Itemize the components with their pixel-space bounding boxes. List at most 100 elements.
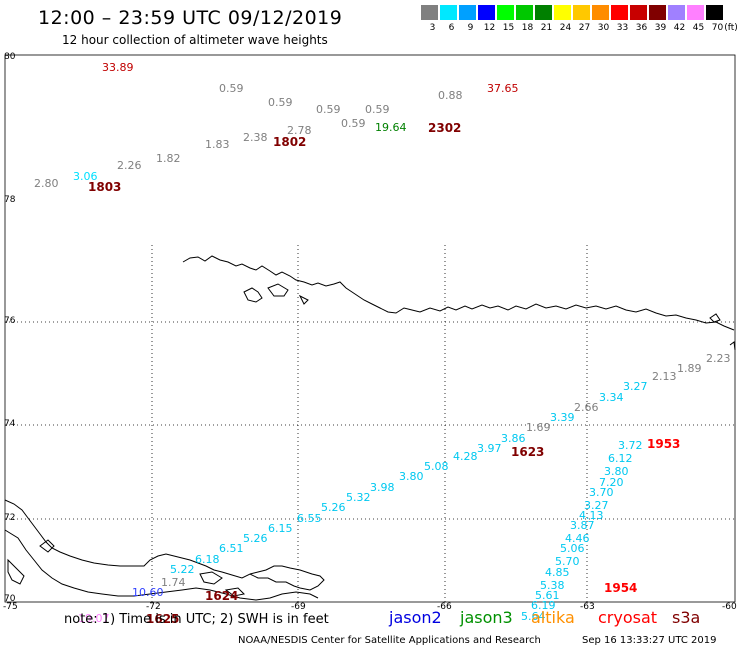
scale-label: 18 [521, 23, 534, 33]
scale-label: 12 [483, 23, 496, 33]
wave-height-value: 19.64 [375, 121, 407, 134]
footer-note: note: 1) Time is in UTC; 2) SWH is in fe… [64, 612, 329, 627]
wave-height-value: 5.38 [540, 579, 565, 592]
wave-height-value: 3.80 [604, 465, 629, 478]
satellite-altika: altika [531, 608, 575, 627]
pass-time: 1954 [604, 581, 638, 595]
wave-height-value: 2.80 [34, 177, 59, 190]
pass-time: 2302 [428, 121, 462, 135]
wave-height-value: 5.08 [424, 460, 449, 473]
satellite-cryosat: cryosat [598, 608, 658, 627]
wave-height-value: 5.32 [346, 491, 371, 504]
pass-time: 1624 [205, 589, 239, 603]
latitude-label: 76 [4, 316, 16, 326]
scale-swatch [668, 5, 685, 20]
scale-swatch [459, 5, 476, 20]
wave-height-value: 33.89 [102, 61, 134, 74]
wave-height-value: 2.23 [706, 352, 731, 365]
wave-height-value: 3.97 [477, 442, 502, 455]
scale-swatch [516, 5, 533, 20]
latitude-label: 74 [4, 419, 16, 429]
scale-label: 27 [578, 23, 591, 33]
wave-height-value: 2.26 [117, 159, 142, 172]
pass-time: 1623 [511, 445, 545, 459]
scale-swatch [497, 5, 514, 20]
wave-height-value: 5.61 [535, 589, 560, 602]
wave-height-value: 0.88 [438, 89, 463, 102]
longitude-label: -75 [3, 602, 18, 612]
scale-swatch [649, 5, 666, 20]
scale-swatch [573, 5, 590, 20]
latitude-label: 72 [4, 513, 16, 523]
wave-height-value: 3.39 [550, 411, 575, 424]
wave-height-value: 2.66 [574, 401, 599, 414]
scale-swatch [630, 5, 647, 20]
wave-height-value: 2.78 [287, 124, 312, 137]
scale-swatch [440, 5, 457, 20]
latitude-label: 78 [4, 195, 16, 205]
wave-height-value: 1.74 [161, 576, 186, 589]
baffin-island-coastline [4, 499, 325, 591]
footer-timestamp: Sep 16 13:33:27 UTC 2019 [582, 635, 717, 646]
wave-height-value: 6.51 [219, 542, 244, 555]
wave-height-value: 3.87 [570, 519, 595, 532]
scale-label: 6 [448, 23, 455, 33]
wave-height-value: 6.18 [195, 553, 220, 566]
pass-time: 1625 [146, 612, 180, 626]
wave-height-value: 4.13 [579, 509, 604, 522]
scale-unit: (ft) [724, 23, 738, 33]
scale-label: 3 [429, 23, 436, 33]
wave-height-value: 2.13 [652, 370, 677, 383]
wave-height-value: 5.22 [170, 563, 195, 576]
wave-height-value: 10.60 [132, 586, 164, 599]
wave-height-value: 6.12 [608, 452, 633, 465]
wave-height-value: 37.65 [487, 82, 519, 95]
scale-swatch [592, 5, 609, 20]
scale-label: 33 [616, 23, 629, 33]
wave-height-value: 0.59 [316, 103, 341, 116]
longitude-label: -63 [580, 602, 595, 612]
wave-height-value: 1.83 [205, 138, 230, 151]
map-subtitle: 12 hour collection of altimeter wave hei… [62, 33, 328, 47]
scale-swatch [421, 5, 438, 20]
scale-label: 15 [502, 23, 515, 33]
longitude-label: -69 [291, 602, 306, 612]
satellite-jason3: jason3 [460, 608, 513, 627]
wave-height-value: 0.59 [365, 103, 390, 116]
latitude-label: 80 [4, 52, 16, 62]
wave-height-value: 4.46 [565, 532, 590, 545]
wave-height-value: 5.64 [521, 610, 546, 623]
scale-label: 9 [467, 23, 474, 33]
wave-height-value: 0.59 [341, 117, 366, 130]
latitude-label: 70 [4, 594, 16, 604]
wave-height-value: 1.82 [156, 152, 181, 165]
wave-height-value: 5.06 [560, 542, 585, 555]
graticule [5, 245, 735, 602]
scale-swatch [611, 5, 628, 20]
wave-height-value: 5.26 [243, 532, 268, 545]
wave-height-value: 6.55 [297, 512, 322, 525]
wave-height-value: 5.70 [555, 555, 580, 568]
wave-height-value: 3.98 [370, 481, 395, 494]
wave-height-value: 2.38 [243, 131, 268, 144]
scale-label: 24 [559, 23, 572, 33]
wave-height-value: 0.59 [219, 82, 244, 95]
scale-swatch [687, 5, 704, 20]
footer-credit: NOAA/NESDIS Center for Satellite Applica… [238, 635, 541, 646]
wave-height-value: 3.80 [399, 470, 424, 483]
wave-height-value: 7.20 [599, 476, 624, 489]
pass-time: 1802 [273, 135, 307, 149]
wave-height-value: 3.06 [73, 170, 98, 183]
wave-height-value: 1.69 [526, 421, 551, 434]
wave-height-value: 6.19 [531, 599, 556, 612]
map-frame [4, 54, 736, 603]
scale-swatch [554, 5, 571, 20]
satellite-jason2: jason2 [389, 608, 442, 627]
longitude-label: -66 [437, 602, 452, 612]
satellite-s3a: s3a [672, 608, 701, 627]
wave-height-value: 5.26 [321, 501, 346, 514]
wave-height-value: 3.72 [618, 439, 643, 452]
wave-height-value: 4.28 [453, 450, 478, 463]
wave-height-value: 0.59 [268, 96, 293, 109]
